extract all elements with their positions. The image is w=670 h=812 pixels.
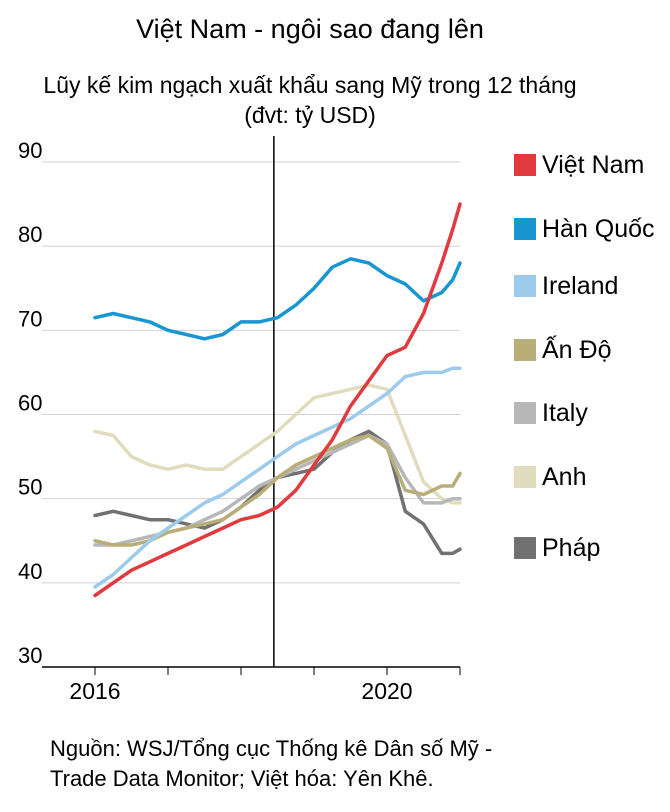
legend-swatch bbox=[514, 466, 536, 488]
source-note: Nguồn: WSJ/Tổng cục Thống kê Dân số Mỹ -… bbox=[50, 734, 650, 794]
legend-swatch bbox=[514, 339, 536, 361]
legend-swatch bbox=[514, 537, 536, 559]
y-tick-label-30: 30 bbox=[18, 643, 42, 668]
legend-item-ireland: Ireland bbox=[514, 271, 618, 301]
legend-swatch bbox=[514, 402, 536, 424]
series-line-han-quoc bbox=[93, 257, 462, 341]
legend-item-viet-nam: Việt Nam bbox=[514, 150, 644, 180]
y-tick-label-80: 80 bbox=[18, 222, 42, 247]
y-tick-label-50: 50 bbox=[18, 475, 42, 500]
series-line-ireland bbox=[93, 366, 462, 589]
legend-item-an-do: Ấn Độ bbox=[514, 335, 611, 365]
chart-subtitle-line: Lũy kế kim ngạch xuất khẩu sang Mỹ trong… bbox=[43, 72, 577, 98]
legend-label: Anh bbox=[542, 462, 587, 491]
legend-item-phap: Pháp bbox=[514, 533, 600, 563]
series-line-phap bbox=[93, 429, 462, 556]
legend-swatch bbox=[514, 275, 536, 297]
y-tick-label-90: 90 bbox=[18, 138, 42, 163]
y-tick-label-60: 60 bbox=[18, 391, 42, 416]
legend-label: Hàn Quốc bbox=[542, 214, 655, 243]
legend-label: Pháp bbox=[542, 533, 601, 562]
legend-swatch bbox=[514, 218, 536, 240]
legend-label: Ireland bbox=[542, 271, 619, 300]
chart-unit: (đvt: tỷ USD) bbox=[244, 102, 376, 128]
chart-subtitle: Lũy kế kim ngạch xuất khẩu sang Mỹ trong… bbox=[0, 70, 620, 130]
legend-item-han-quoc: Hàn Quốc bbox=[514, 214, 655, 244]
legend-label: Ấn Độ bbox=[542, 335, 612, 364]
source-line-1: Nguồn: WSJ/Tổng cục Thống kê Dân số Mỹ - bbox=[50, 736, 493, 761]
series-line-an-do bbox=[93, 433, 462, 547]
legend-item-italy: Italy bbox=[514, 398, 588, 428]
series-line-viet-nam bbox=[93, 202, 462, 598]
legend-label: Italy bbox=[542, 398, 588, 427]
y-tick-label-70: 70 bbox=[18, 306, 42, 331]
y-tick-label-40: 40 bbox=[18, 559, 42, 584]
legend-label: Việt Nam bbox=[542, 150, 645, 179]
source-line-2: Trade Data Monitor; Việt hóa: Yên Khê. bbox=[50, 766, 434, 791]
legend-swatch bbox=[514, 154, 536, 176]
x-tick-label-2016: 2016 bbox=[69, 678, 120, 704]
legend-item-anh: Anh bbox=[514, 462, 586, 492]
chart-title: Việt Nam - ngôi sao đang lên bbox=[136, 14, 484, 44]
x-tick-label-2020: 2020 bbox=[361, 678, 412, 704]
series-line-anh bbox=[93, 383, 462, 505]
